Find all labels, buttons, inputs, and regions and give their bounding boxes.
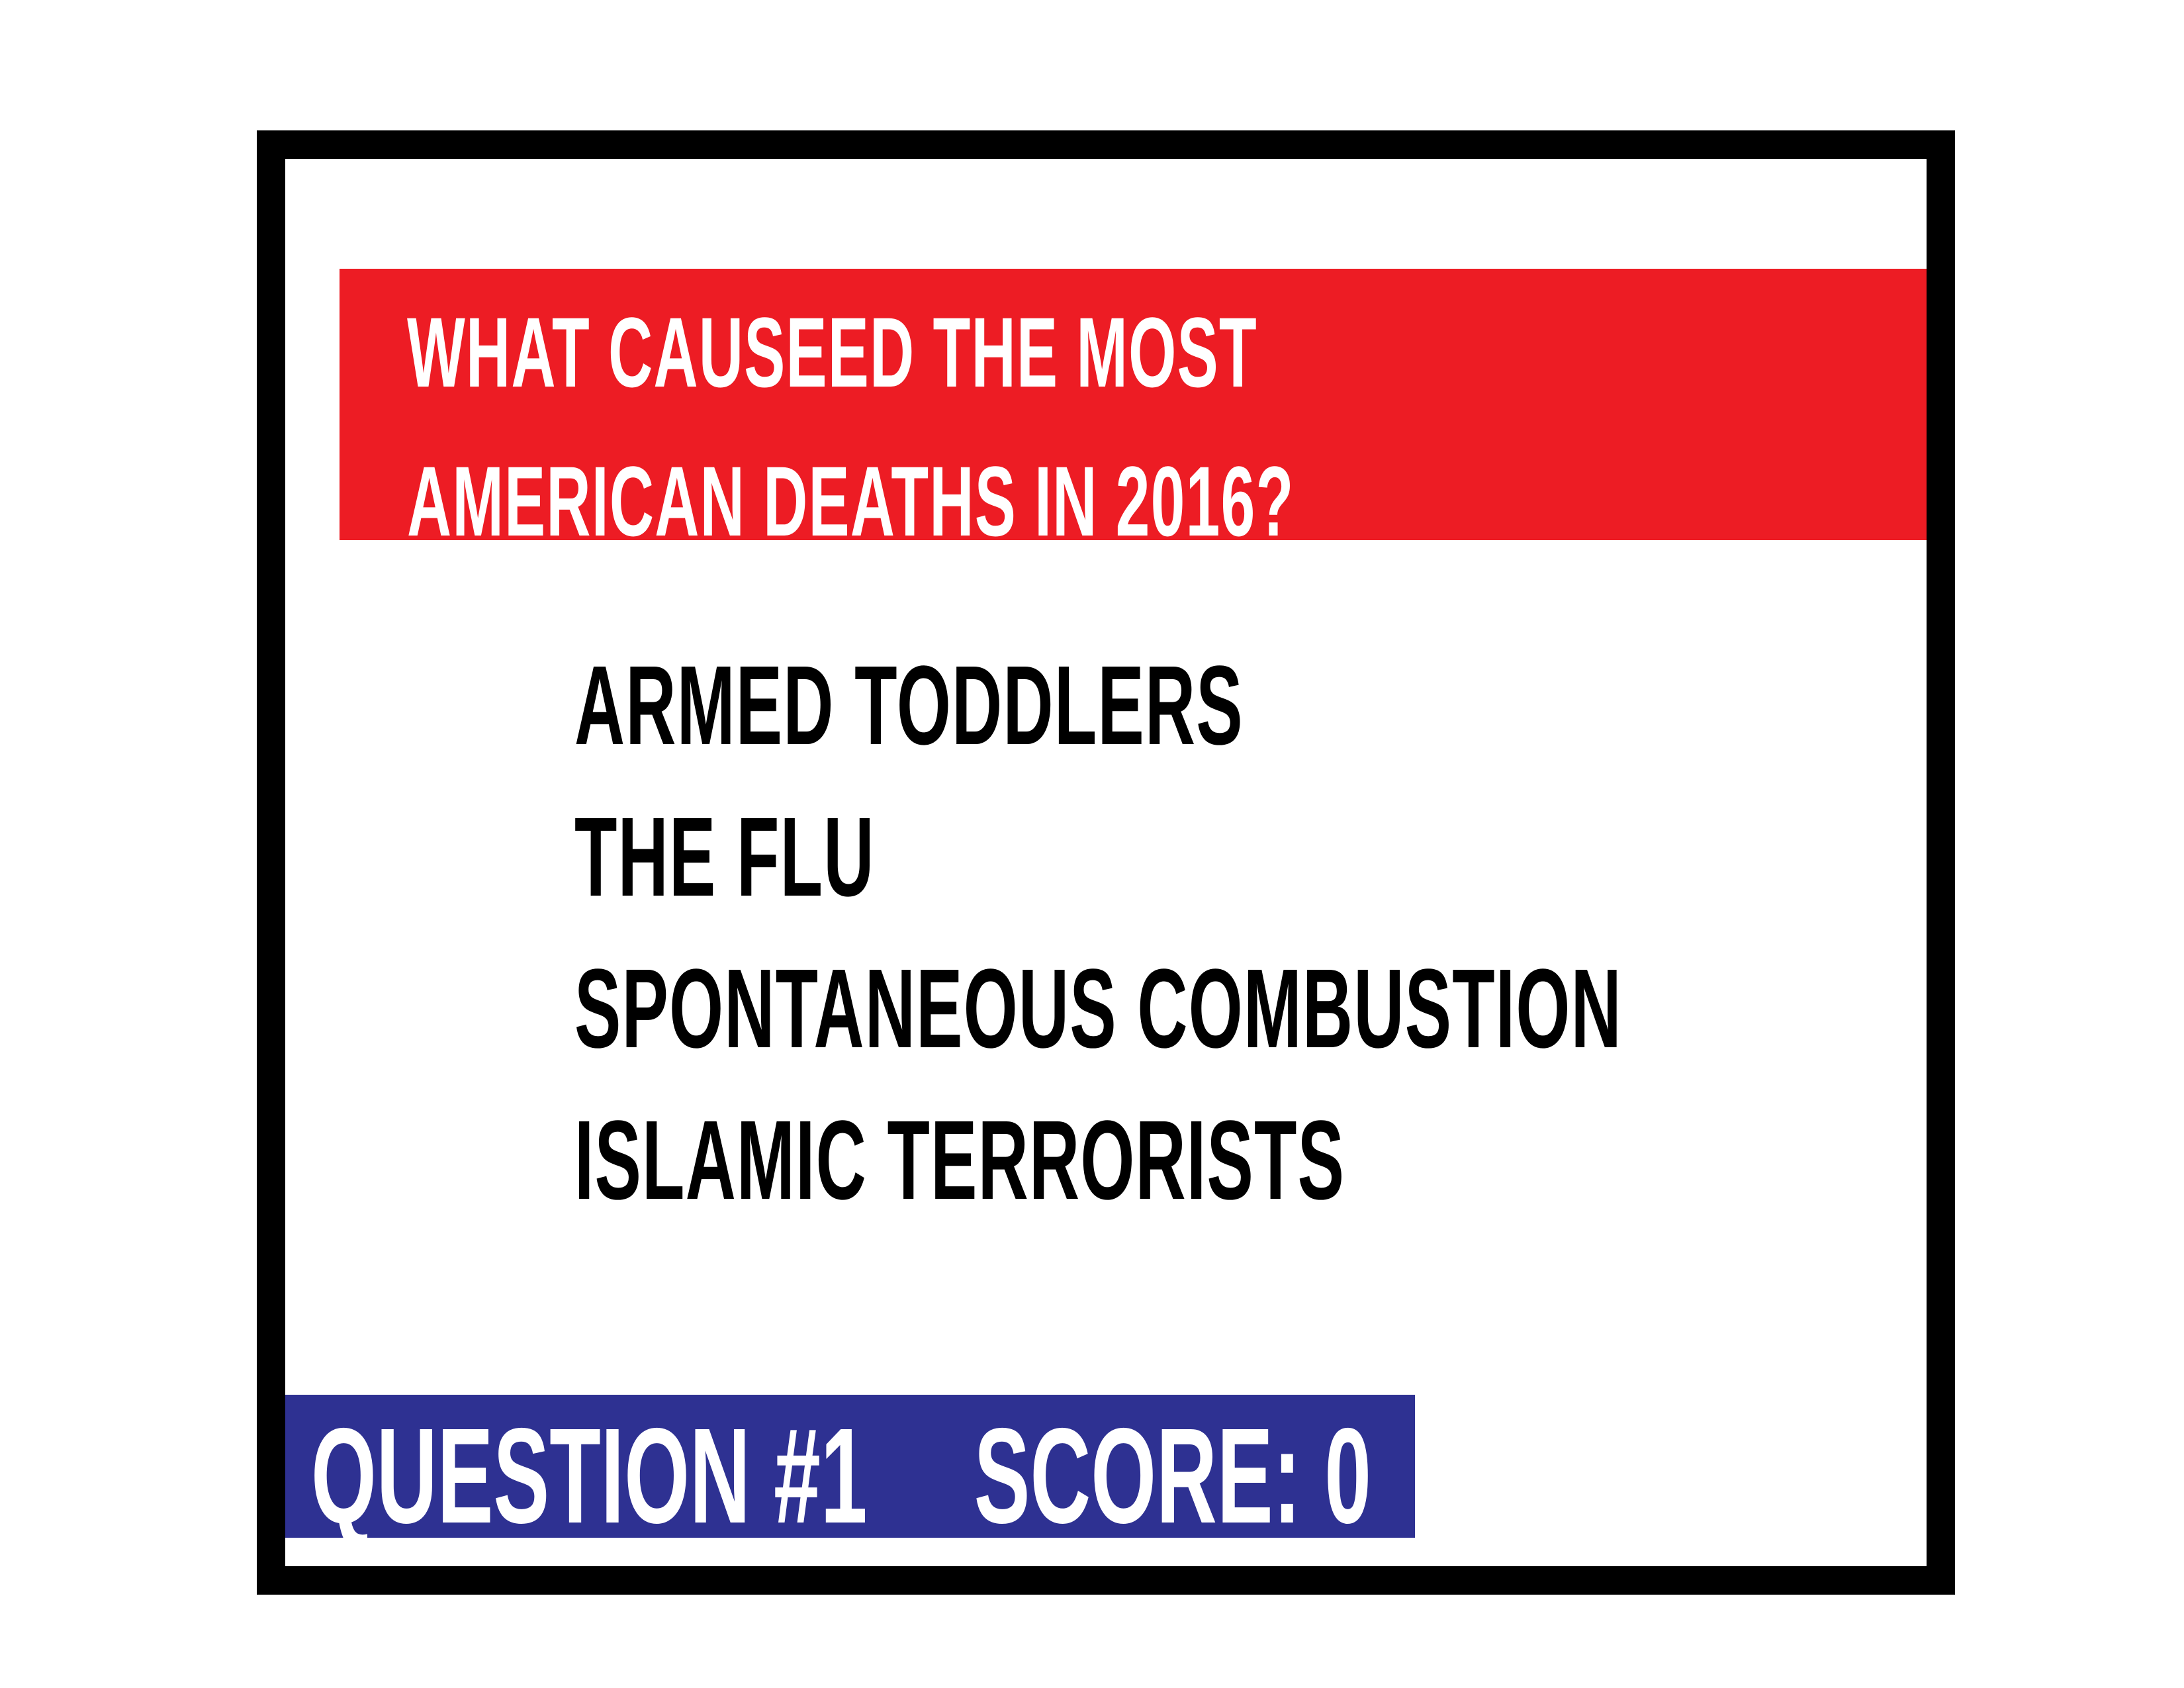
status-text: QUESTION #1 SCORE: 0	[311, 1408, 1371, 1544]
answer-option-2[interactable]: THE FLU	[574, 794, 875, 920]
question-text: WHAT CAUSEED THE MOST AMERICAN DEATHS IN…	[407, 278, 1310, 576]
answer-option-1[interactable]: ARMED TODDLERS	[574, 643, 1244, 769]
score-display: SCORE: 0	[974, 1400, 1372, 1552]
answer-option-4[interactable]: ISLAMIC TERRORISTS	[574, 1098, 1345, 1223]
answer-list: ARMED TODDLERS THE FLU SPONTANEOUS COMBU…	[574, 630, 1622, 1237]
question-line-2: AMERICAN DEATHS IN 2016?	[407, 445, 1295, 557]
status-bar	[285, 1395, 1415, 1538]
answer-option-3[interactable]: SPONTANEOUS COMBUSTION	[574, 946, 1622, 1072]
question-line-1: WHAT CAUSEED THE MOST	[407, 297, 1257, 408]
question-number: QUESTION #1	[311, 1400, 868, 1552]
question-banner	[340, 269, 1927, 540]
